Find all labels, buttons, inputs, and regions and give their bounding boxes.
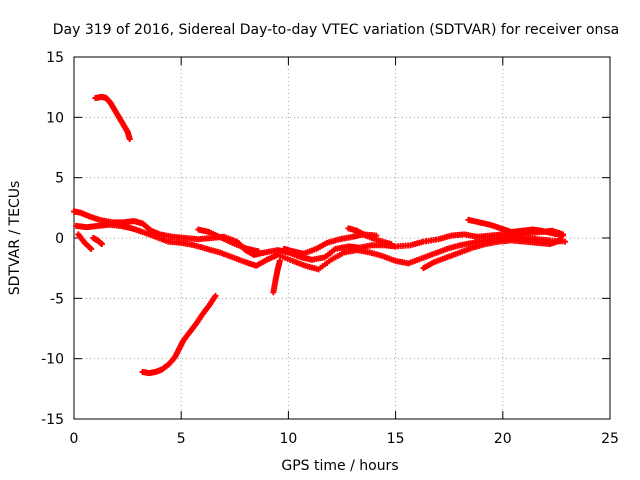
series-arc-high [92,93,133,143]
series-arc-j [90,235,105,248]
y-tick-label: 5 [55,171,64,187]
axis-ticks: 0 5 10 15 20 25 -15 -10 -5 0 5 10 15 [41,50,619,447]
y-tick-label: -10 [41,352,64,368]
y-tick-label: 0 [55,231,64,247]
data-point [126,136,133,143]
data-point [212,292,219,299]
series-arc-d [195,226,262,255]
data-point [98,241,105,248]
series-arc-e [270,257,283,296]
x-tick-label: 5 [177,431,186,447]
data-point [559,232,566,239]
x-tick-label: 0 [70,431,79,447]
series-arc-low [139,292,219,377]
y-tick-label: -15 [41,412,64,428]
x-axis-label: GPS time / hours [281,458,398,474]
data-points [71,93,568,377]
data-point [276,257,283,264]
x-tick-label: 15 [387,431,405,447]
x-tick-label: 10 [279,431,297,447]
data-point [255,248,262,255]
y-tick-label: 15 [46,50,64,66]
x-tick-label: 25 [601,431,619,447]
series-arc-c [75,231,95,252]
series-arc-i [465,216,566,239]
series-arc-g [345,225,395,248]
data-point [561,238,568,245]
y-tick-label: 10 [46,110,64,126]
x-tick-label: 20 [494,431,512,447]
data-point [88,245,95,252]
series-arc-h [420,237,564,272]
y-axis-label: SDTVAR / TECUs [7,181,23,296]
data-point [388,241,395,248]
y-tick-label: -5 [50,291,64,307]
data-point [557,237,564,244]
chart-title: Day 319 of 2016, Sidereal Day-to-day VTE… [53,22,620,38]
